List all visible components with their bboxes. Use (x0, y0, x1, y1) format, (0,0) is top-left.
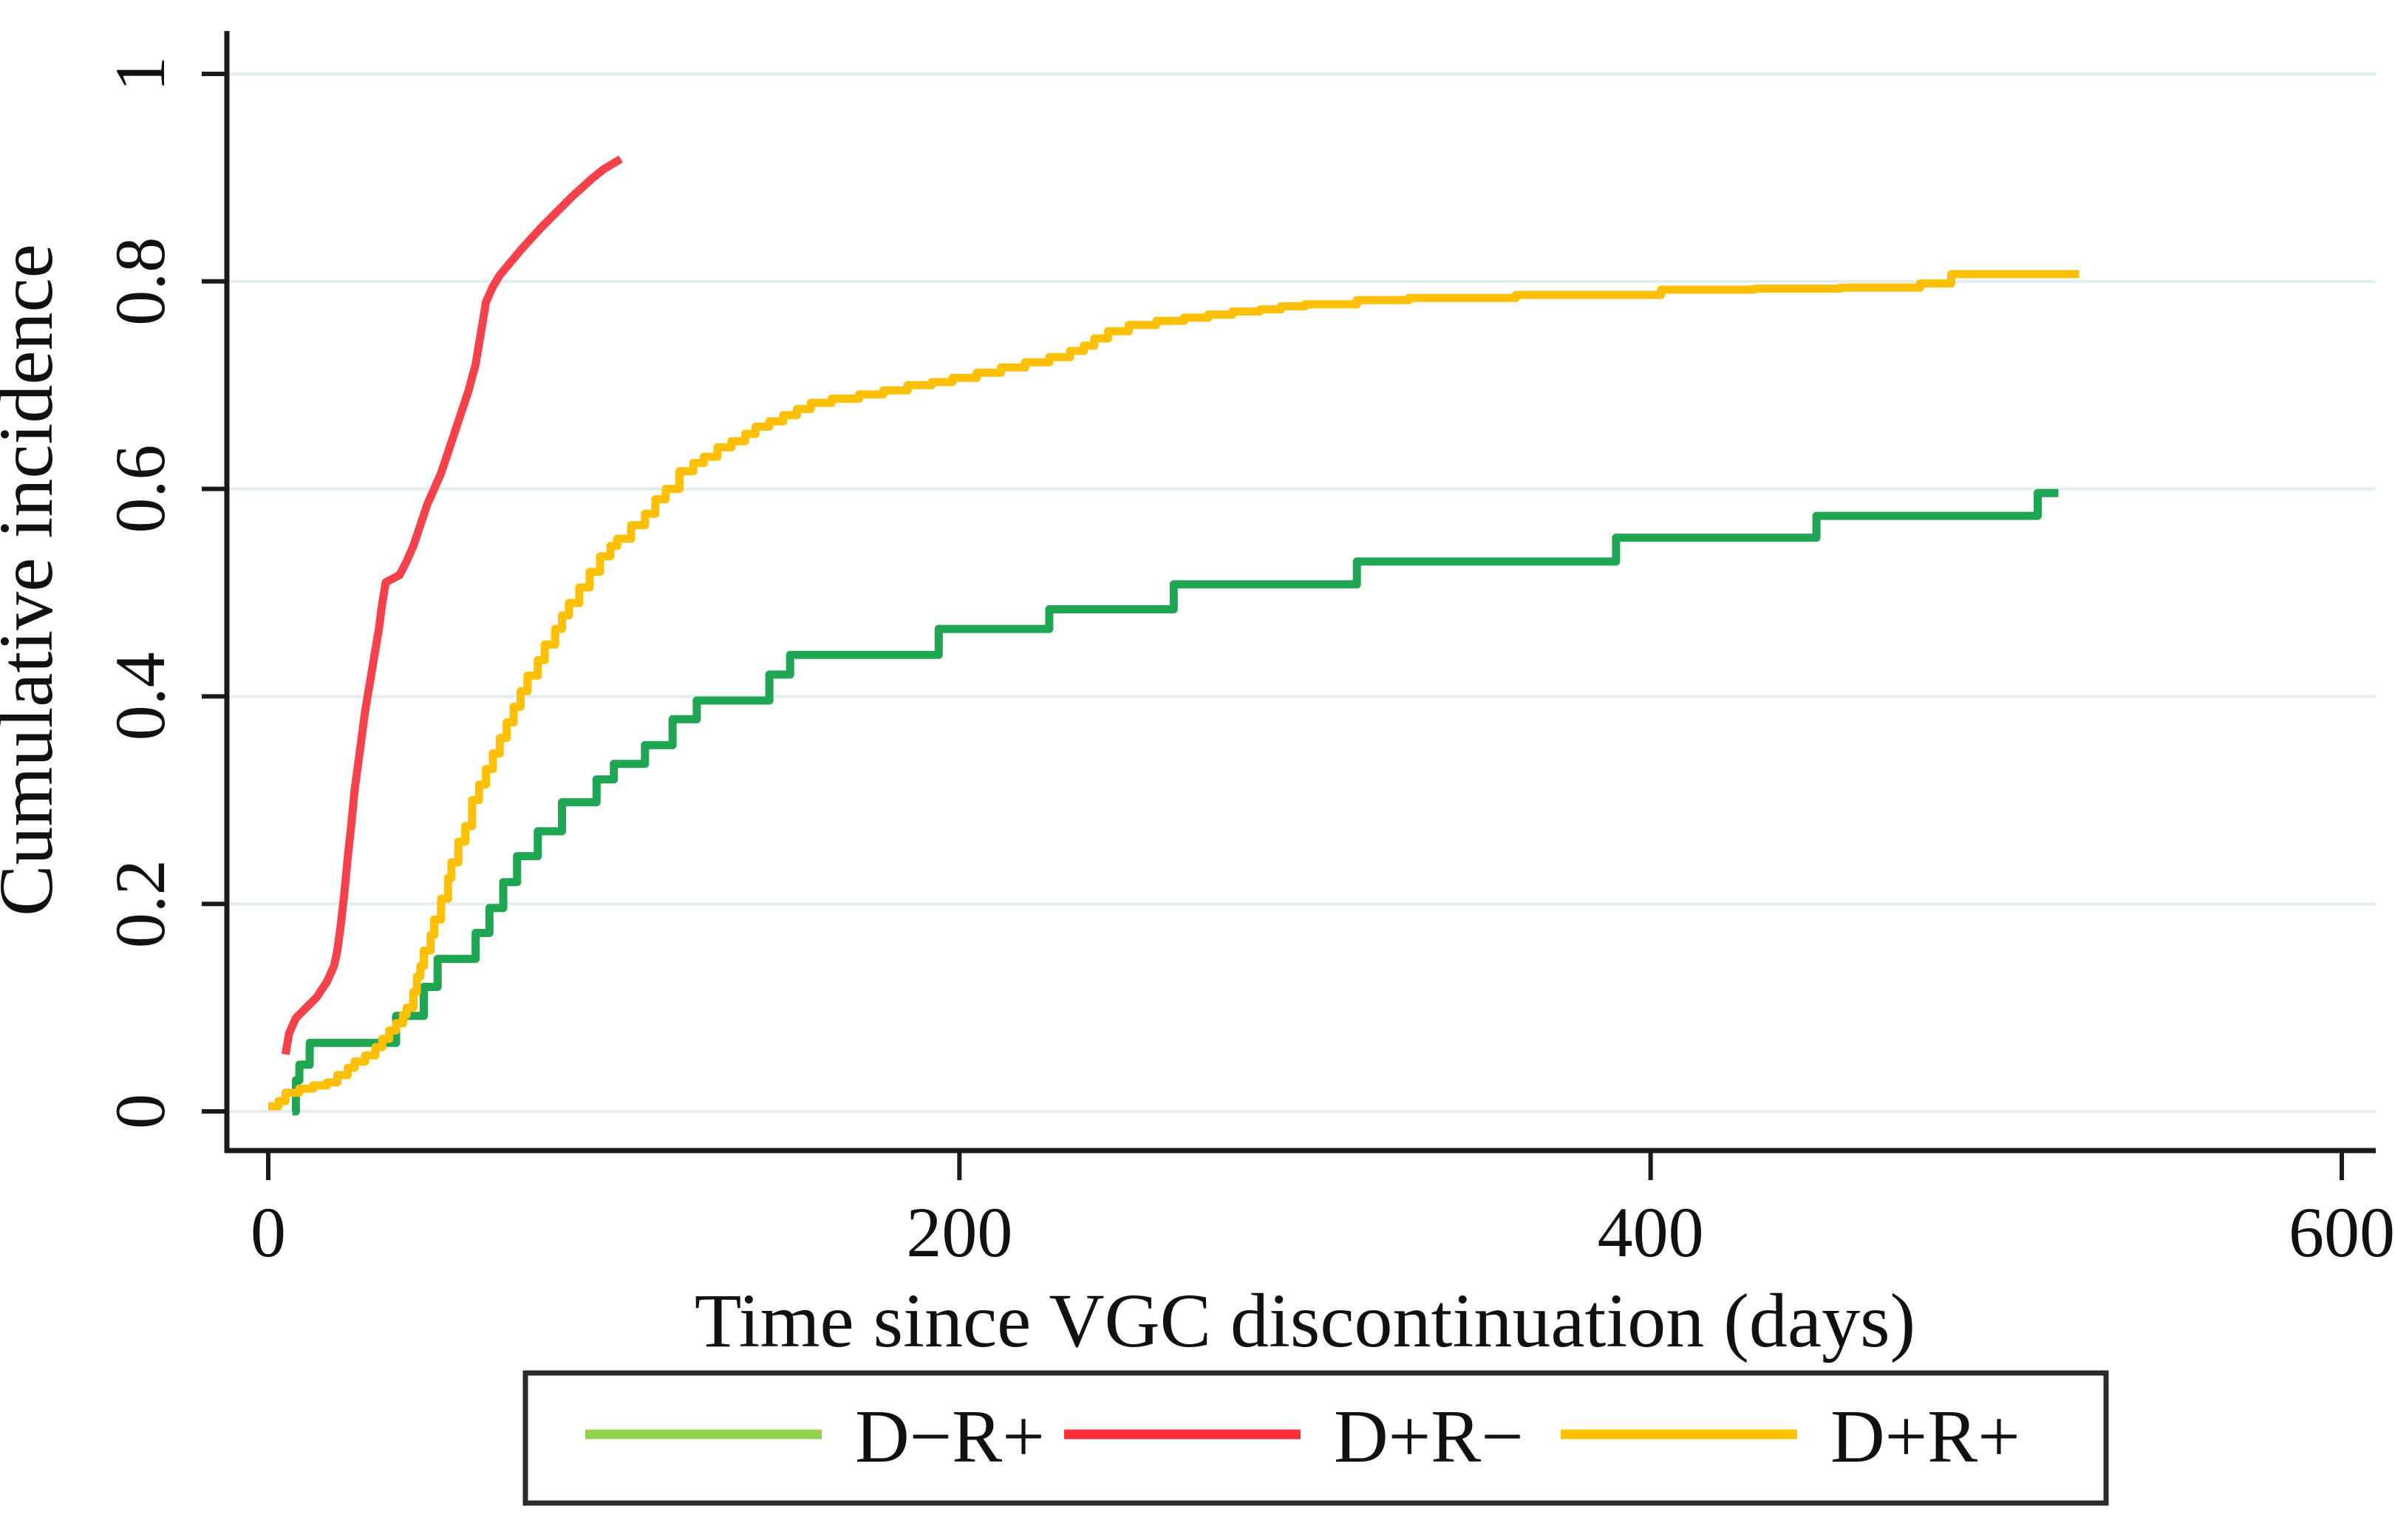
series-curve-dminusrplus (291, 488, 2059, 1116)
x-axis-title: Time since VGC discontinuation (days) (695, 1278, 1915, 1363)
y-tick-label: 1 (100, 56, 180, 92)
legend-item-label: D+R− (1334, 1395, 1524, 1479)
series-curve-dplusrminus (281, 155, 623, 1055)
x-tick-label: 0 (251, 1193, 286, 1272)
series-curve-dplusrplus (268, 270, 2079, 1111)
y-axis-title: Cumulative incidence (0, 244, 69, 916)
legend-item-label: D−R+ (855, 1395, 1045, 1479)
x-tick-label: 200 (906, 1193, 1012, 1272)
y-tick-label: 0.4 (100, 652, 180, 740)
y-tick-label: 0.2 (100, 859, 180, 948)
y-tick-label: 0.8 (100, 237, 180, 326)
x-tick-label: 400 (1598, 1193, 1704, 1272)
y-tick-label: 0.6 (100, 445, 180, 534)
legend-item-label: D+R+ (1830, 1395, 2020, 1479)
x-tick-label: 600 (2289, 1193, 2395, 1272)
y-tick-label: 0 (100, 1094, 180, 1129)
